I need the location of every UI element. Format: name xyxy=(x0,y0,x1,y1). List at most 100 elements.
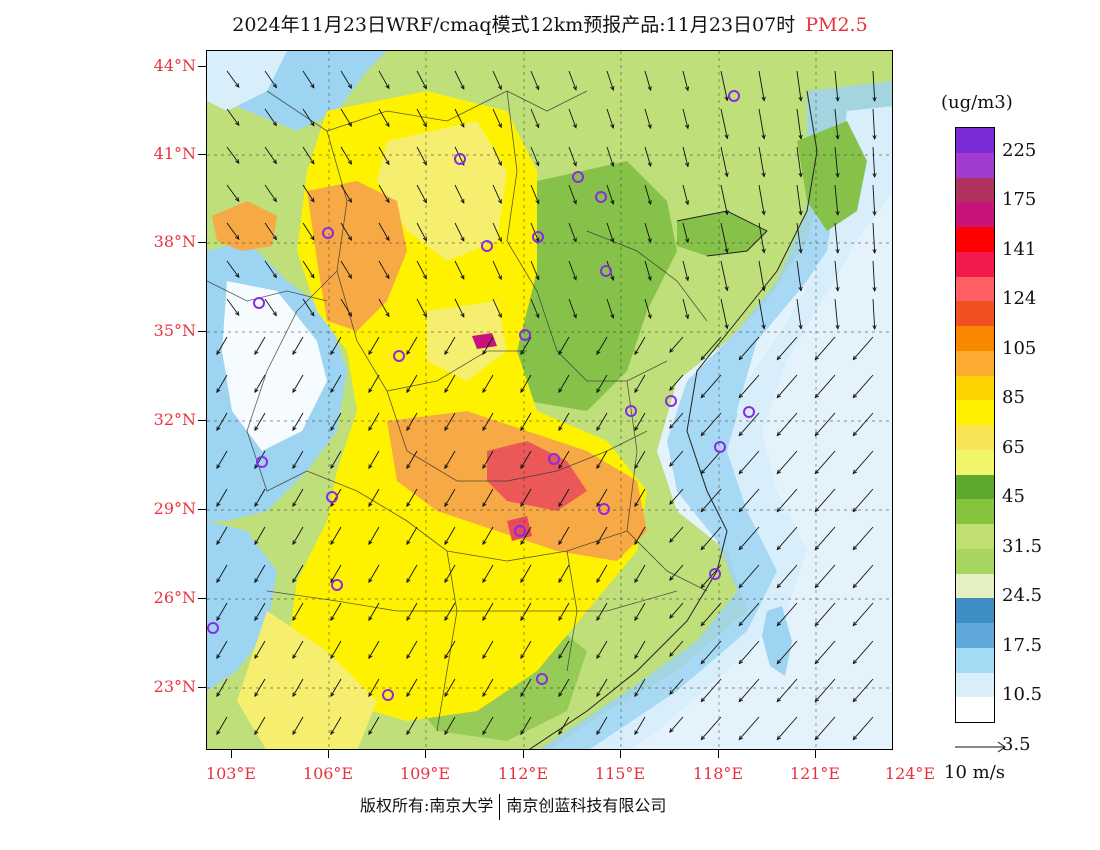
wind-vector-head xyxy=(444,388,449,394)
wind-vector xyxy=(264,222,277,240)
wind-vector xyxy=(226,70,240,88)
lat-label-44: 44°N xyxy=(153,56,196,75)
wind-vector-head xyxy=(700,355,706,361)
wind-vector-head xyxy=(385,236,390,242)
wind-vector-head xyxy=(497,275,502,281)
wind-vector xyxy=(406,488,418,507)
wind-vector xyxy=(814,602,836,626)
wind-vector xyxy=(738,450,760,474)
wind-vector-head xyxy=(272,197,277,203)
wind-vector-head xyxy=(738,735,744,741)
wind-vector-head xyxy=(814,469,820,475)
wind-vector-head xyxy=(872,97,877,102)
wind-vector-head xyxy=(776,621,782,627)
colorbar-label: 105 xyxy=(1002,337,1037,359)
wind-vector-head xyxy=(572,161,577,167)
graticule xyxy=(207,51,892,749)
wind-vector-head xyxy=(497,85,502,91)
wind-vector-head xyxy=(444,578,449,584)
wind-vector-head xyxy=(852,659,858,665)
wind-vector-head xyxy=(634,502,639,508)
wind-vector-head xyxy=(761,96,766,102)
wind-vector xyxy=(292,564,304,583)
wind-vector xyxy=(644,146,652,167)
wind-vector-head xyxy=(814,697,820,703)
wind-vector xyxy=(520,412,532,431)
wind-vector-head xyxy=(685,200,690,206)
wind-vector xyxy=(596,602,608,621)
wind-vector-head xyxy=(444,730,449,736)
wind-vector xyxy=(682,184,689,205)
wind-vector xyxy=(852,526,874,550)
wind-vector-head xyxy=(738,393,744,399)
wind-vector xyxy=(444,716,456,735)
wind-vector-head xyxy=(634,578,639,584)
wind-vector xyxy=(776,678,798,702)
wind-vector xyxy=(416,222,427,241)
wind-vector xyxy=(292,374,304,393)
wind-vector-head xyxy=(610,275,615,281)
wind-vector-head xyxy=(572,275,577,281)
wind-vector-head xyxy=(835,210,840,216)
wind-vector xyxy=(558,640,570,659)
lat-label-29: 29°N xyxy=(153,499,196,518)
wind-vector xyxy=(700,374,722,398)
wind-vector-head xyxy=(292,464,297,470)
wind-vector-head xyxy=(347,160,352,165)
wind-vector xyxy=(520,336,532,355)
wind-vector xyxy=(254,336,266,355)
wind-vector xyxy=(378,298,390,317)
wind-vector-head xyxy=(272,235,277,241)
wind-vector xyxy=(644,260,652,281)
colorbar-label: 225 xyxy=(1002,139,1037,161)
wind-vector xyxy=(558,564,570,583)
wind-vector-head xyxy=(596,730,601,736)
wind-vector-head xyxy=(330,692,335,698)
wind-vector xyxy=(776,488,798,512)
wind-vector-head xyxy=(558,692,563,698)
wind-vector xyxy=(852,602,874,626)
wind-vector-head xyxy=(497,199,502,205)
wind-vector xyxy=(292,640,304,659)
wind-vector-head xyxy=(406,350,411,356)
wind-vector-head xyxy=(310,121,315,127)
wind-reference-arrow xyxy=(955,741,1006,753)
wind-vector xyxy=(700,678,722,702)
wind-vector-head xyxy=(872,135,877,140)
wind-vector-head xyxy=(761,324,766,330)
wind-vector xyxy=(596,412,608,431)
wind-vector xyxy=(330,412,342,431)
wind-vector-head xyxy=(596,388,601,394)
colorbar-segment xyxy=(956,474,994,500)
wind-vector-head xyxy=(368,616,373,622)
wind-vector xyxy=(444,336,456,355)
wind-vector-head xyxy=(347,122,352,127)
wind-vector-head xyxy=(535,313,540,319)
wind-vector xyxy=(226,146,240,164)
wind-vector xyxy=(530,260,540,280)
wind-vector xyxy=(330,336,342,355)
wind-vector xyxy=(738,336,760,360)
wind-vector xyxy=(254,374,266,393)
wind-vector-head xyxy=(385,312,390,318)
wind-vector-head xyxy=(558,578,563,584)
wind-vector-head xyxy=(292,578,297,584)
wind-vector xyxy=(216,716,228,735)
wind-vector-head xyxy=(776,431,782,437)
wind-vector xyxy=(872,298,876,329)
wind-vector xyxy=(226,184,240,202)
wind-vector-head xyxy=(776,393,782,399)
wind-vector-head xyxy=(254,426,259,432)
wind-vector-head xyxy=(310,273,315,279)
wind-vector-head xyxy=(596,616,601,622)
wind-vector xyxy=(482,412,494,431)
wind-vector-head xyxy=(406,616,411,622)
wind-vector xyxy=(852,336,874,360)
wind-vector-head xyxy=(235,121,240,126)
wind-vector xyxy=(330,374,342,393)
wind-vector-head xyxy=(254,692,259,698)
wind-vector xyxy=(596,488,608,507)
wind-vector xyxy=(738,716,760,740)
wind-vector-head xyxy=(700,545,706,551)
wind-vector-head xyxy=(798,324,803,330)
